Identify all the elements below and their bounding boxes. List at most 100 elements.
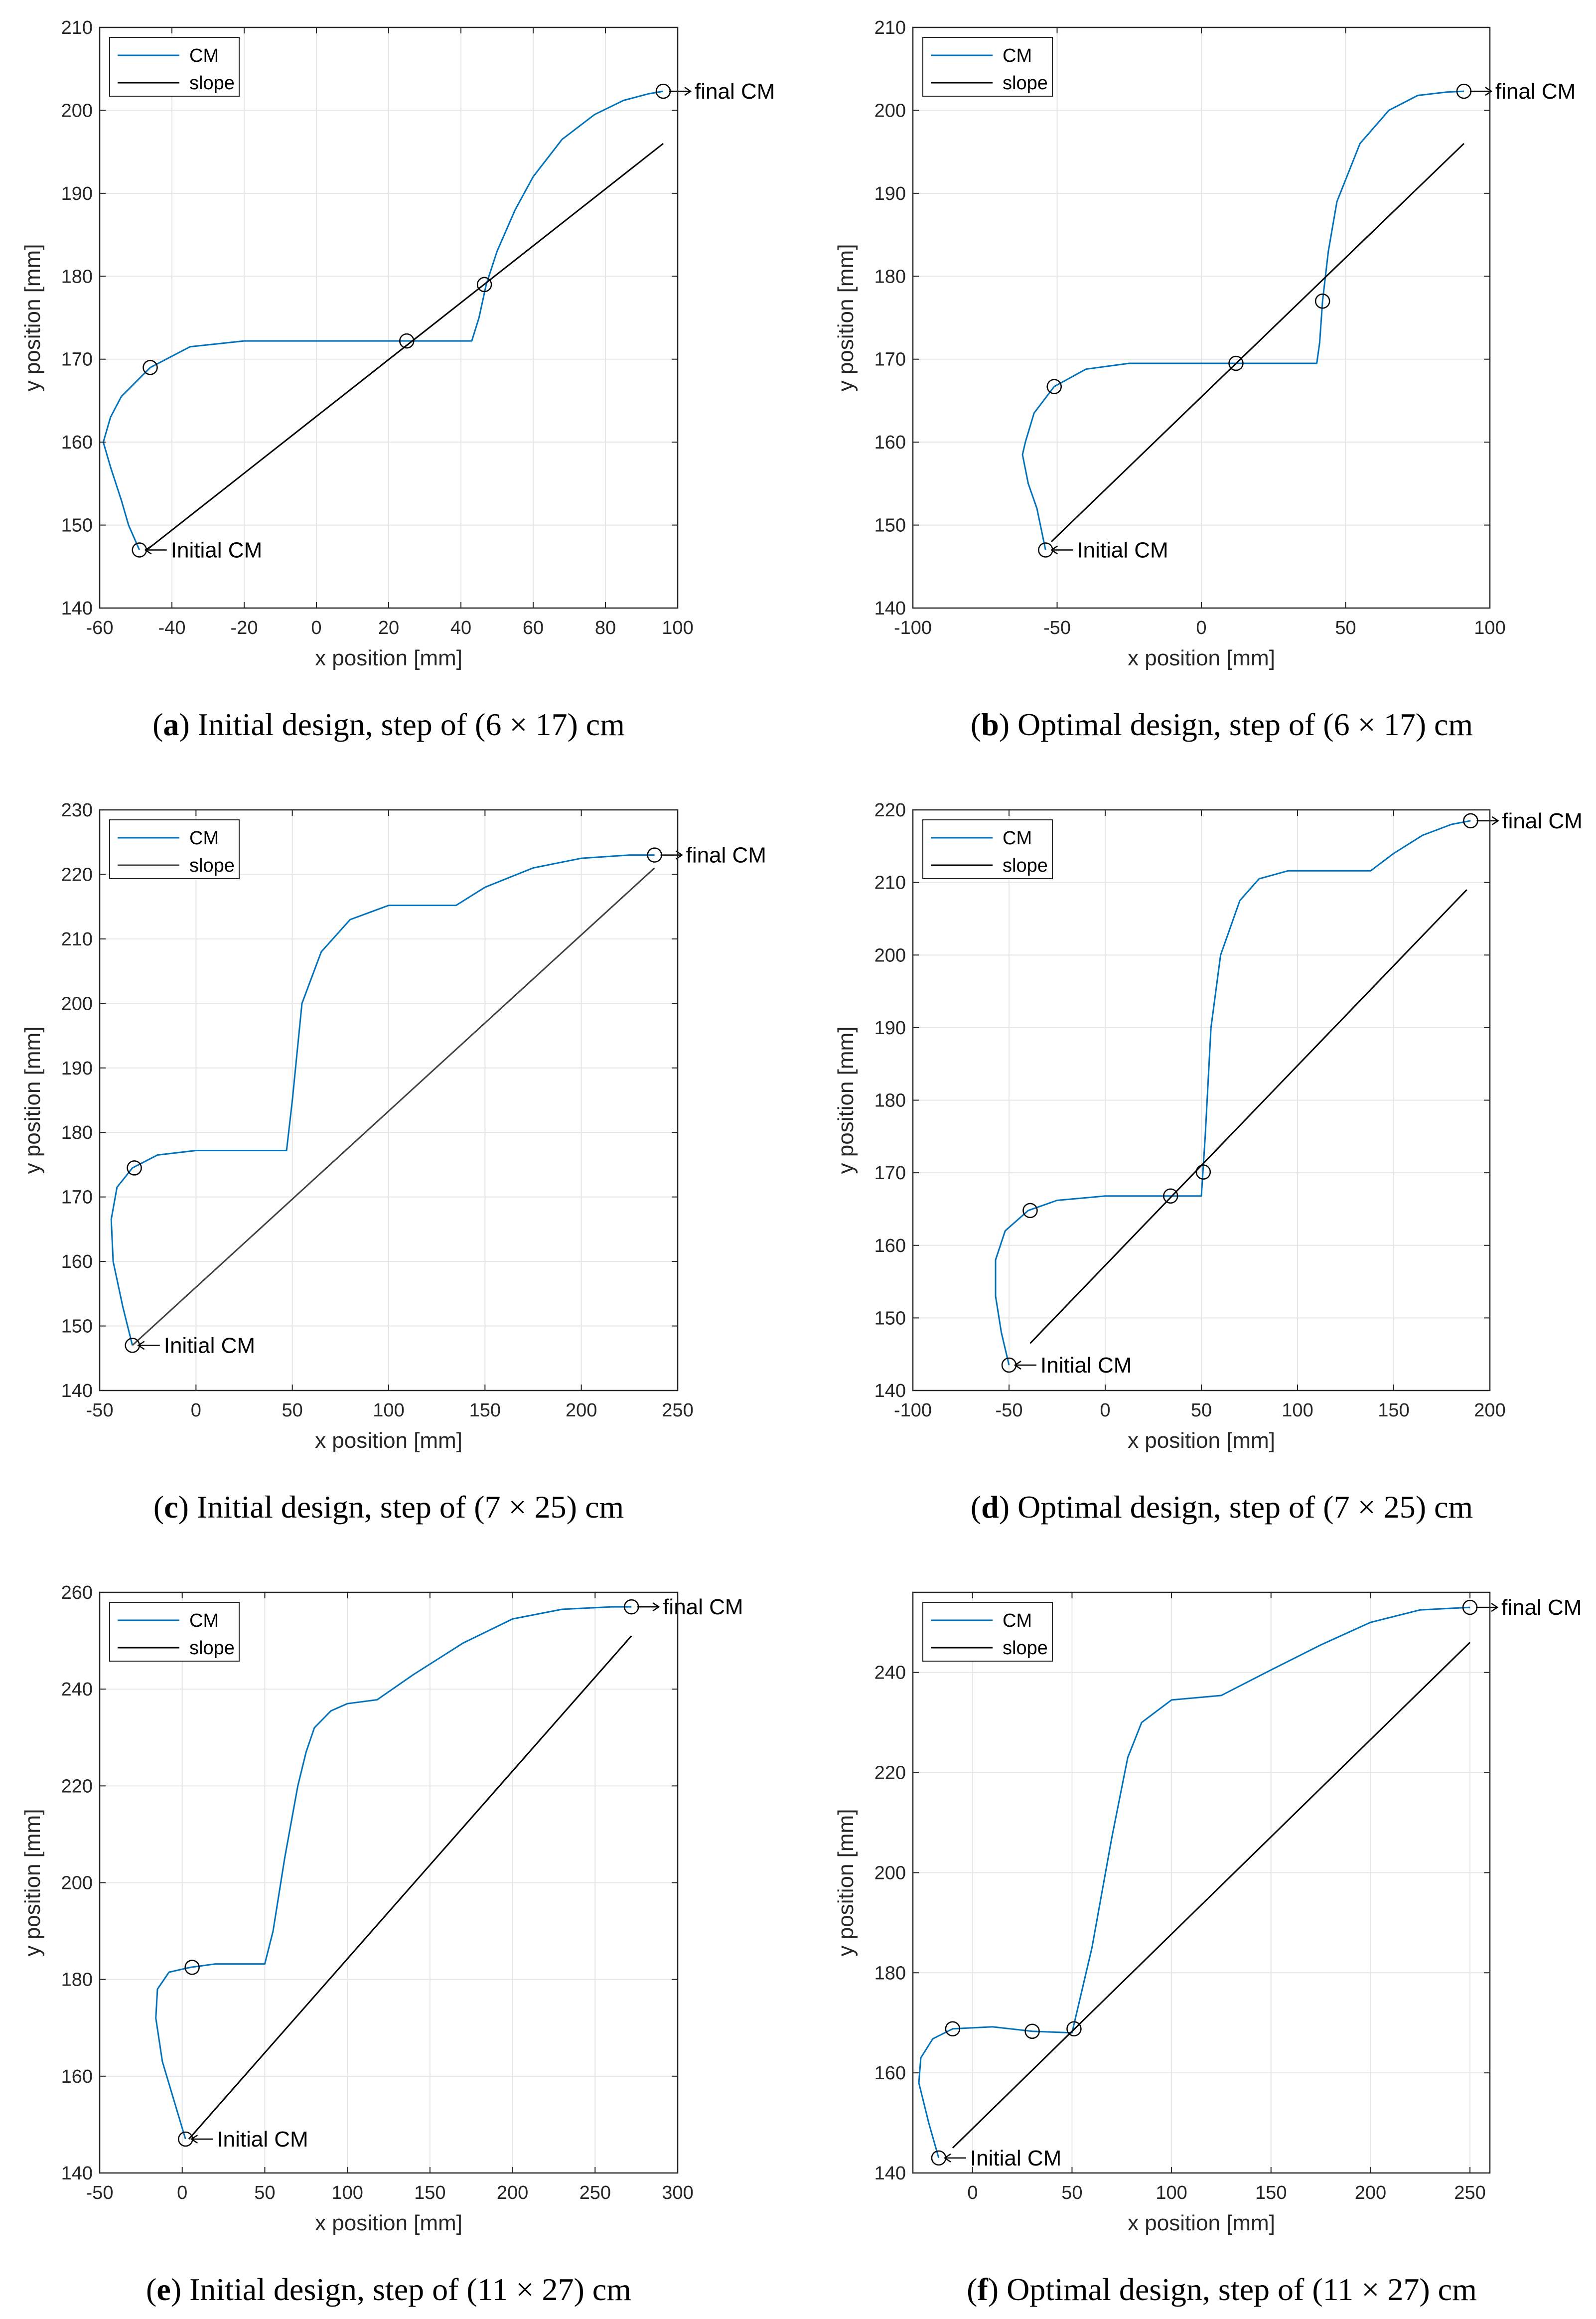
y-tick-label: 160 <box>61 1251 93 1272</box>
x-tick-label: 100 <box>331 2182 363 2203</box>
y-tick-label: 220 <box>61 864 93 885</box>
y-axis-label: y position [mm] <box>834 1809 858 1957</box>
cm-marker <box>1162 1188 1178 1204</box>
legend-label-CM: CM <box>1003 45 1032 66</box>
cm-marker <box>945 2021 961 2037</box>
x-tick-label: 100 <box>662 618 693 638</box>
caption-letter: e <box>156 2272 170 2307</box>
y-tick-label: 200 <box>61 1873 93 1894</box>
series-line-slope <box>952 1642 1471 2149</box>
y-tick-label: 170 <box>61 349 93 370</box>
annotation-label: Initial CM <box>217 2127 308 2152</box>
series-line-slope <box>1050 143 1464 542</box>
figure-caption: (c) Initial design, step of (7 × 25) cm <box>153 1489 624 1525</box>
x-tick-label: 50 <box>1335 618 1356 638</box>
figure-caption: (e) Initial design, step of (11 × 27) cm <box>146 2272 631 2307</box>
x-tick-label: 200 <box>1355 2182 1386 2203</box>
caption-text: Initial design, step of (11 × 27) cm <box>189 2272 631 2307</box>
cm-marker <box>1046 379 1062 394</box>
cm-marker <box>1022 1203 1038 1219</box>
cm-marker <box>1066 2021 1082 2037</box>
y-tick-label: 140 <box>61 2163 93 2184</box>
series-line-CM <box>1021 90 1464 550</box>
y-tick-label: 260 <box>61 1582 93 1603</box>
x-tick-label: 100 <box>1474 618 1505 638</box>
y-tick-label: 160 <box>61 2066 93 2087</box>
caption-letter: b <box>981 707 999 742</box>
x-tick-label: -50 <box>1043 618 1071 638</box>
x-tick-label: 250 <box>662 1400 693 1421</box>
x-tick-label: 100 <box>1156 2182 1187 2203</box>
figure-caption: (a) Initial design, step of (6 × 17) cm <box>152 707 625 742</box>
chart-panel-e: Initial CM final CM -50 0 50 100 150 200 250 300 1… <box>20 1582 743 2307</box>
legend-box <box>922 819 1053 879</box>
cm-marker <box>1195 1164 1211 1180</box>
x-tick-label: -100 <box>894 618 932 638</box>
series-line-CM <box>155 1606 632 2140</box>
series-line-CM <box>102 90 664 551</box>
x-tick-label: 200 <box>1474 1400 1505 1421</box>
annotation-label: Initial CM <box>164 1333 255 1358</box>
x-tick-label: 0 <box>1196 618 1206 638</box>
y-tick-label: 180 <box>874 1963 906 1984</box>
x-tick-label: 200 <box>497 2182 528 2203</box>
y-tick-label: 220 <box>874 800 906 821</box>
x-axis-label: x position [mm] <box>1128 646 1275 670</box>
y-tick-label: 190 <box>874 183 906 204</box>
cm-marker <box>1314 293 1330 309</box>
legend-label-slope: slope <box>1003 855 1048 876</box>
x-axis-label: x position [mm] <box>1128 2211 1275 2235</box>
series-line-slope <box>188 1635 632 2140</box>
y-axis-label: y position [mm] <box>834 244 858 392</box>
annotation-arrowhead <box>144 545 152 555</box>
x-tick-label: 0 <box>177 2182 187 2203</box>
caption-text: Initial design, step of (6 × 17) cm <box>198 707 625 742</box>
x-tick-label: 100 <box>373 1400 404 1421</box>
y-tick-label: 200 <box>874 1862 906 1883</box>
y-tick-label: 150 <box>874 515 906 536</box>
y-tick-label: 240 <box>61 1679 93 1700</box>
x-tick-label: 150 <box>469 1400 501 1421</box>
y-tick-label: 140 <box>61 598 93 619</box>
annotation-label: final CM <box>695 79 775 104</box>
y-tick-label: 200 <box>874 945 906 966</box>
x-tick-label: 300 <box>662 2182 693 2203</box>
caption-letter: d <box>981 1489 999 1525</box>
x-tick-label: 150 <box>414 2182 445 2203</box>
annotation-arrowhead <box>1050 545 1058 555</box>
chart-panel-b: Initial CM final CM -100 -50 0 50 100 140 150 160… <box>834 17 1576 742</box>
x-axis-label: x position [mm] <box>1128 1428 1275 1453</box>
cm-marker <box>476 277 492 293</box>
x-tick-label: 20 <box>378 618 399 638</box>
annotation-label: final CM <box>1502 809 1582 833</box>
y-tick-label: 140 <box>874 598 906 619</box>
legend-box <box>109 37 240 97</box>
caption-text: Optimal design, step of (11 × 27) cm <box>1007 2272 1477 2307</box>
y-axis-label: y position [mm] <box>20 1027 45 1174</box>
x-tick-label: 100 <box>1282 1400 1313 1421</box>
y-tick-label: 190 <box>874 1018 906 1039</box>
legend-label-slope: slope <box>1003 1638 1048 1659</box>
y-tick-label: 170 <box>874 1163 906 1184</box>
x-tick-label: -50 <box>86 1400 114 1421</box>
x-tick-label: -50 <box>86 2182 114 2203</box>
legend-label-slope: slope <box>189 855 235 876</box>
plot-area <box>913 1592 1490 2173</box>
x-tick-label: 60 <box>523 618 544 638</box>
series-line-CM <box>918 1606 1470 2159</box>
caption-letter: c <box>164 1489 178 1525</box>
chart-panel-d: Initial CM final CM -100 -50 0 50 100 150 200 140… <box>834 800 1583 1525</box>
y-tick-label: 210 <box>61 929 93 950</box>
y-axis-label: y position [mm] <box>834 1027 858 1174</box>
y-tick-label: 160 <box>874 1236 906 1256</box>
x-tick-label: 250 <box>1454 2182 1485 2203</box>
y-tick-label: 150 <box>61 1316 93 1337</box>
chart-panel-a: Initial CM final CM -60 -40 -20 0 20 40 60 80 100 1… <box>20 17 775 742</box>
x-tick-label: 50 <box>1061 2182 1082 2203</box>
figure-caption: (b) Optimal design, step of (6 × 17) cm <box>971 707 1473 742</box>
y-tick-label: 210 <box>61 17 93 38</box>
y-tick-label: 180 <box>61 1122 93 1143</box>
x-tick-label: -20 <box>231 618 258 638</box>
annotation-arrowhead <box>137 1341 145 1350</box>
y-tick-label: 220 <box>61 1776 93 1797</box>
